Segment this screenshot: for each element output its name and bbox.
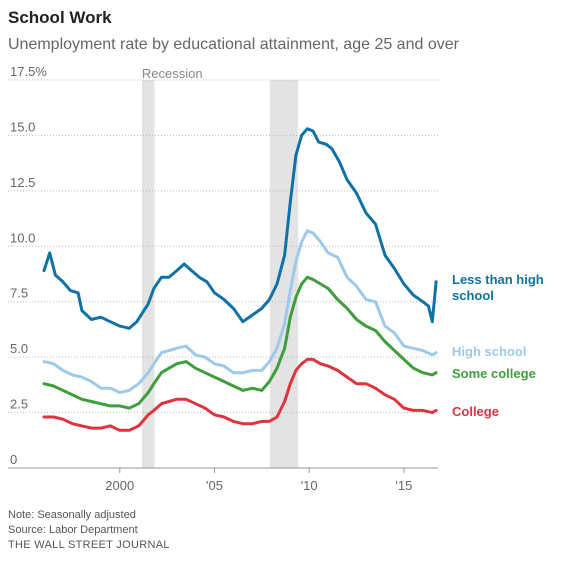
chart-title: School Work: [8, 8, 112, 27]
y-tick-label: 2.5: [10, 397, 28, 412]
y-tick-label: 7.5: [10, 286, 28, 301]
publisher-credit: THE WALL STREET JOURNAL: [8, 539, 170, 551]
x-tick-label: 2000: [105, 478, 134, 493]
y-tick-label: 0: [10, 452, 17, 467]
note-source: Source: Labor Department: [8, 524, 138, 536]
series-label: College: [452, 404, 499, 419]
y-tick-label: 5.0: [10, 341, 28, 356]
series-label: Less than high: [452, 272, 544, 287]
series-label: Some college: [452, 366, 536, 381]
series-label: school: [452, 288, 494, 303]
series-line-some-college: [42, 275, 438, 410]
note-seasonally-adjusted: Note: Seasonally adjusted: [8, 509, 136, 521]
x-tick-label: '10: [301, 478, 318, 493]
y-tick-label: 12.5: [10, 175, 35, 190]
footnotes: Note: Seasonally adjusted Source: Labor …: [8, 508, 170, 553]
series-label: High school: [452, 344, 526, 359]
series-line-high-school: [42, 229, 438, 395]
chart-subtitle: Unemployment rate by educational attainm…: [8, 36, 459, 53]
y-tick-label: 10.0: [10, 230, 35, 245]
series-line-less-than-high-school: [42, 127, 438, 330]
series-line-college: [42, 357, 438, 432]
y-tick-label: 15.0: [10, 119, 35, 134]
line-chart: Recession 0 2.5 5.0 7.5 10.0 12.5 15.0 17.5% 2000…: [8, 64, 544, 493]
y-tick-label: 17.5%: [10, 64, 47, 79]
x-tick-label: '15: [395, 478, 412, 493]
x-tick-label: '05: [206, 478, 223, 493]
recession-band-1: [141, 80, 155, 468]
recession-label: Recession: [142, 66, 203, 81]
